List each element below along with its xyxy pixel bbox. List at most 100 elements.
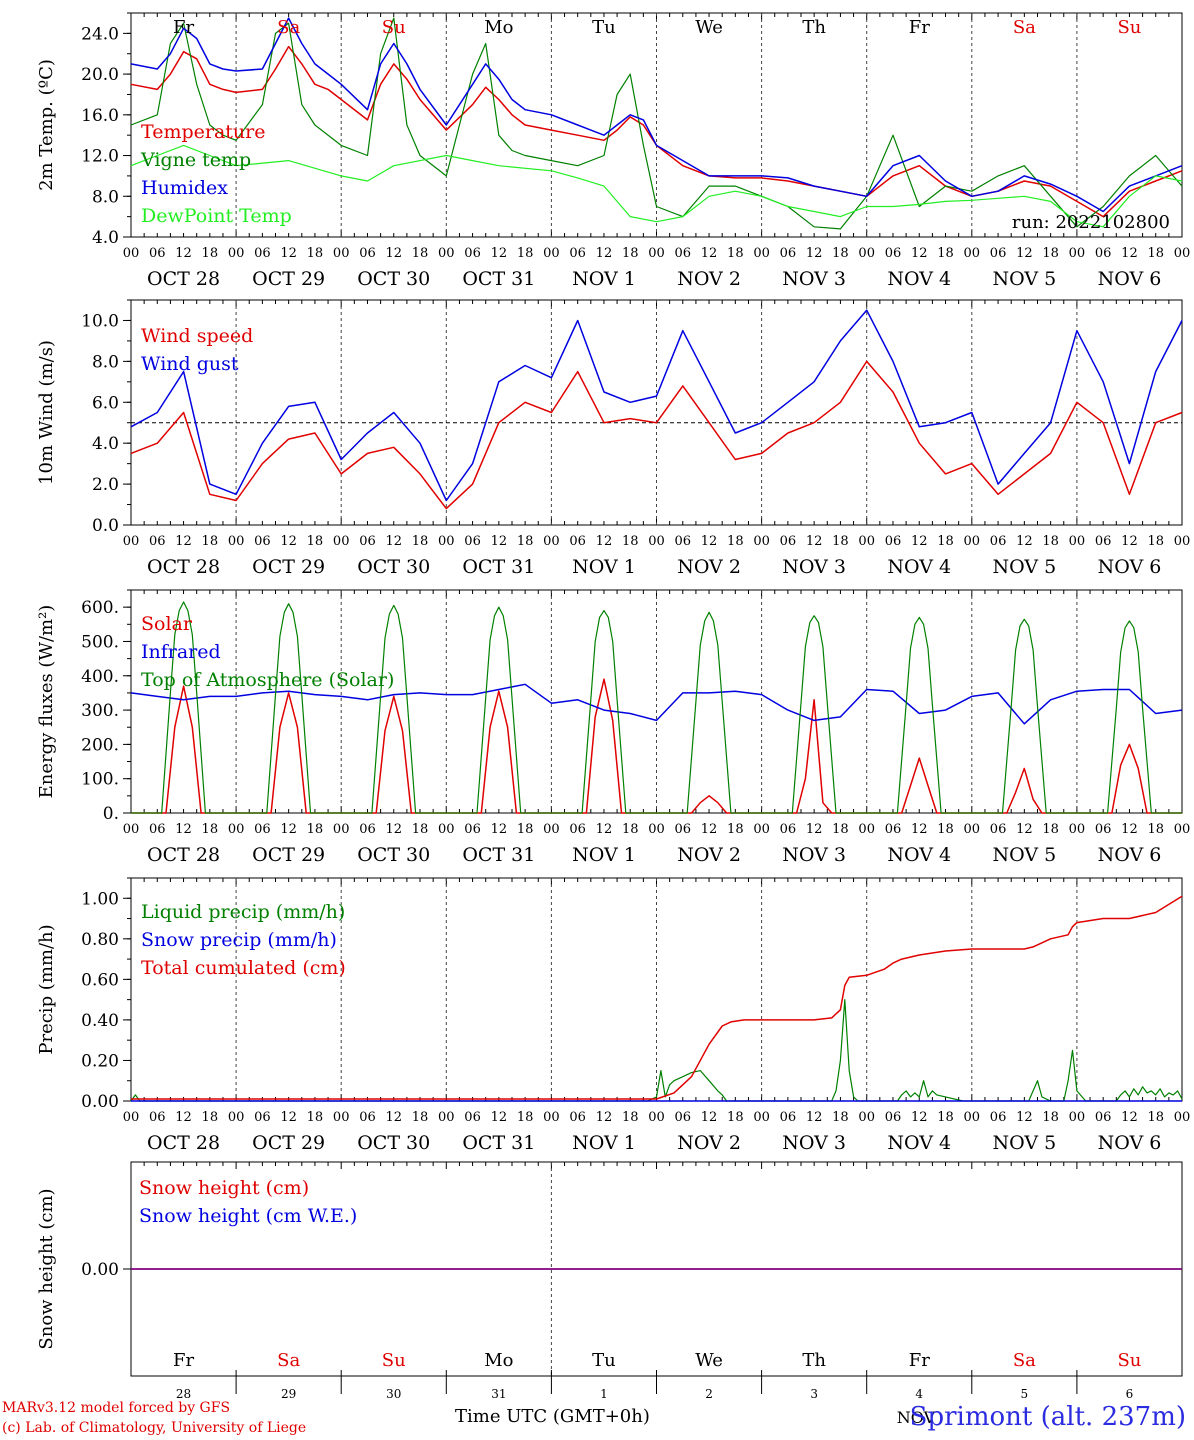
date-label: OCT 28 — [147, 556, 220, 578]
weekday-label: Th — [802, 1350, 826, 1371]
hour-tick-label: 00 — [123, 534, 140, 549]
day-number-label: 29 — [281, 1387, 296, 1401]
hour-tick-label: 12 — [1121, 534, 1138, 549]
weekday-label: Fr — [909, 17, 930, 38]
hour-tick-label: 18 — [202, 246, 219, 261]
hour-tick-label: 00 — [543, 1110, 560, 1125]
hour-tick-label: 00 — [333, 246, 350, 261]
hour-tick-label: 12 — [596, 1110, 613, 1125]
weekday-label: Su — [1117, 17, 1141, 38]
hour-tick-label: 18 — [517, 534, 534, 549]
hour-tick-label: 00 — [1069, 822, 1086, 837]
hour-tick-label: 18 — [1147, 822, 1164, 837]
legend-entry: Liquid precip (mm/h) — [141, 901, 345, 923]
hour-tick-label: 12 — [596, 822, 613, 837]
date-label: NOV 5 — [992, 1132, 1056, 1154]
y-axis-label: Energy fluxes (W/m²) — [36, 605, 57, 799]
hour-tick-label: 06 — [149, 822, 166, 837]
hour-tick-label: 12 — [280, 534, 297, 549]
weekday-label: We — [695, 17, 723, 38]
y-tick-label: 100. — [81, 770, 119, 790]
hour-tick-label: 06 — [675, 534, 692, 549]
hour-tick-label: 00 — [964, 246, 981, 261]
hour-tick-label: 06 — [780, 1110, 797, 1125]
hour-tick-label: 12 — [911, 822, 928, 837]
date-label: OCT 29 — [252, 844, 325, 866]
date-label: NOV 3 — [782, 268, 846, 290]
y-tick-label: 4.0 — [92, 434, 119, 454]
hour-tick-label: 18 — [937, 822, 954, 837]
hour-tick-label: 18 — [832, 534, 849, 549]
hour-tick-label: 12 — [806, 246, 823, 261]
series-line-top-of-atmosphere-solar- — [131, 601, 1182, 814]
date-label: OCT 31 — [462, 268, 535, 290]
hour-tick-label: 00 — [228, 1110, 245, 1125]
hour-tick-label: 06 — [990, 822, 1007, 837]
weekday-label: Sa — [1013, 1350, 1036, 1371]
date-label: NOV 4 — [887, 268, 951, 290]
date-label: NOV 1 — [572, 268, 636, 290]
hour-tick-label: 00 — [1174, 822, 1191, 837]
legend-entry: Vigne temp — [140, 149, 251, 171]
weekday-label: Su — [382, 1350, 406, 1371]
y-tick-label: 300. — [81, 701, 119, 721]
hour-tick-label: 12 — [280, 822, 297, 837]
hour-tick-label: 06 — [780, 534, 797, 549]
hour-tick-label: 00 — [123, 822, 140, 837]
date-label: NOV 4 — [887, 556, 951, 578]
hour-tick-label: 12 — [701, 534, 718, 549]
hour-tick-label: 18 — [1147, 246, 1164, 261]
legend-entry: Wind speed — [141, 325, 253, 347]
hour-tick-label: 00 — [333, 822, 350, 837]
hour-tick-label: 12 — [1016, 822, 1033, 837]
y-tick-label: 20.0 — [81, 65, 119, 85]
hour-tick-label: 06 — [675, 822, 692, 837]
hour-tick-label: 18 — [517, 246, 534, 261]
legend-entry: Total cumulated (cm) — [141, 957, 346, 979]
series-line-dewpoint-temp — [130, 144, 1183, 228]
weekday-label: Fr — [173, 1350, 194, 1371]
hour-tick-label: 06 — [359, 534, 376, 549]
hour-tick-label: 12 — [1016, 534, 1033, 549]
day-number-label: 30 — [386, 1387, 401, 1401]
date-label: NOV 5 — [992, 556, 1056, 578]
y-tick-label: 0.0 — [92, 516, 119, 536]
hour-tick-label: 18 — [832, 822, 849, 837]
hour-tick-label: 18 — [622, 1110, 639, 1125]
hour-tick-label: 18 — [307, 822, 324, 837]
hour-tick-label: 06 — [254, 1110, 271, 1125]
y-tick-label: 0.60 — [81, 970, 119, 990]
hour-tick-label: 06 — [464, 1110, 481, 1125]
date-label: NOV 4 — [887, 1132, 951, 1154]
hour-tick-label: 06 — [1095, 534, 1112, 549]
weekday-label: Tu — [592, 17, 616, 38]
hour-tick-label: 00 — [543, 534, 560, 549]
weekday-label: Fr — [909, 1350, 930, 1371]
day-number-label: 3 — [810, 1387, 818, 1401]
hour-tick-label: 18 — [1147, 1110, 1164, 1125]
y-tick-label: 400. — [81, 667, 119, 687]
date-label: OCT 29 — [252, 1132, 325, 1154]
date-label: NOV 6 — [1098, 556, 1162, 578]
hour-tick-label: 06 — [149, 246, 166, 261]
date-label: OCT 29 — [252, 268, 325, 290]
hour-tick-label: 00 — [858, 822, 875, 837]
date-label: NOV 6 — [1098, 1132, 1162, 1154]
date-label: OCT 30 — [357, 556, 430, 578]
hour-tick-label: 06 — [885, 534, 902, 549]
y-tick-label: 8.0 — [92, 352, 119, 372]
date-label: NOV 3 — [782, 1132, 846, 1154]
y-axis-label: Snow height (cm) — [36, 1188, 57, 1349]
hour-tick-label: 06 — [569, 246, 586, 261]
legend-entry: Wind gust — [141, 353, 239, 375]
hour-tick-label: 18 — [1042, 1110, 1059, 1125]
hour-tick-label: 12 — [701, 1110, 718, 1125]
hour-tick-label: 12 — [491, 246, 508, 261]
series-line-wind-gust — [130, 309, 1183, 502]
y-tick-label: 16.0 — [81, 106, 119, 126]
date-label: NOV 2 — [677, 1132, 741, 1154]
hour-tick-label: 18 — [412, 534, 429, 549]
series-line-total-cumulated-cm- — [131, 895, 1183, 1100]
date-label: NOV 3 — [782, 844, 846, 866]
hour-tick-label: 00 — [753, 1110, 770, 1125]
